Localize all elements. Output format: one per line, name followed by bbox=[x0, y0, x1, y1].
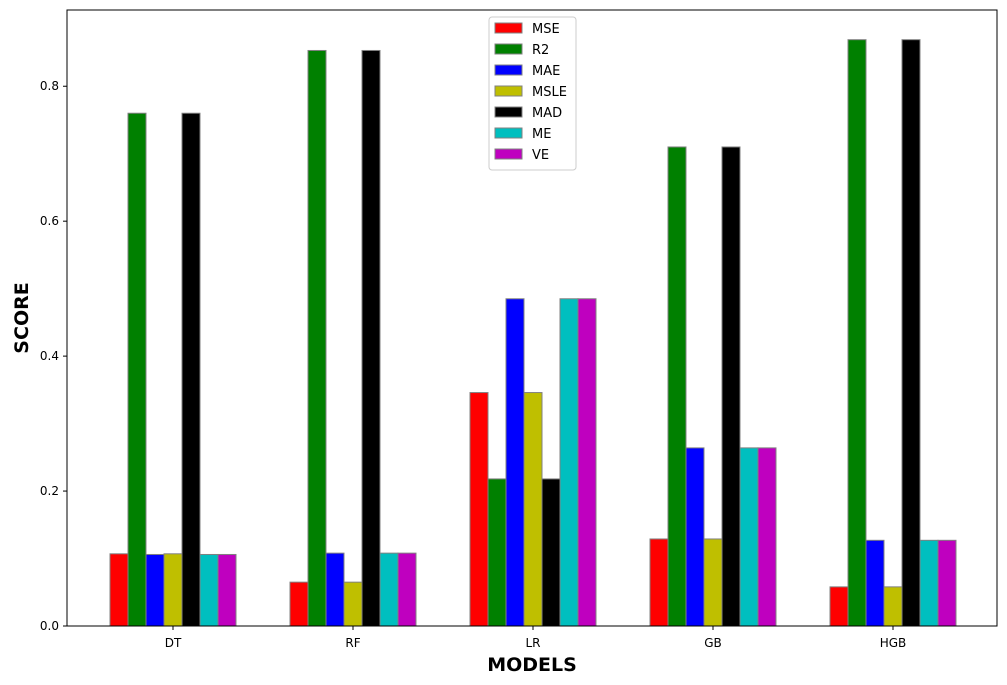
legend-label-mad: MAD bbox=[532, 106, 562, 121]
bar-mae-rf bbox=[325, 552, 345, 627]
bar-me-dt bbox=[199, 553, 219, 627]
bar-r2-rf bbox=[307, 49, 327, 627]
bar-msle-rf bbox=[343, 581, 363, 627]
x-tick-label: DT bbox=[165, 636, 182, 650]
bar-mse-lr bbox=[469, 392, 489, 627]
bars-group bbox=[109, 39, 957, 627]
bar-r2-hgb bbox=[847, 39, 867, 627]
legend-swatch-mad bbox=[494, 106, 523, 118]
legend-label-ve: VE bbox=[532, 148, 549, 163]
y-tick-label: 0.8 bbox=[40, 79, 59, 93]
plot-frame bbox=[66, 9, 998, 627]
bar-ve-hgb bbox=[937, 539, 957, 627]
legend-swatch-mse bbox=[494, 22, 523, 34]
y-tick-label: 0.6 bbox=[40, 214, 59, 228]
bar-mad-lr bbox=[541, 478, 561, 627]
bar-mse-rf bbox=[289, 581, 309, 627]
bar-me-lr bbox=[559, 298, 579, 627]
bar-ve-dt bbox=[217, 553, 237, 627]
bar-ve-gb bbox=[757, 447, 777, 627]
bar-msle-lr bbox=[523, 392, 543, 627]
legend-swatch-ve bbox=[494, 148, 523, 160]
x-tick-label: HGB bbox=[880, 636, 907, 650]
bar-r2-gb bbox=[667, 146, 687, 627]
legend-label-mse: MSE bbox=[532, 22, 560, 37]
bar-mse-gb bbox=[649, 538, 669, 627]
x-tick-label: LR bbox=[525, 636, 540, 650]
x-tick-label: RF bbox=[345, 636, 360, 650]
y-axis: 0.0 0.2 0.4 0.6 0.8 bbox=[40, 79, 67, 633]
legend-swatch-mae bbox=[494, 64, 523, 76]
y-axis-title: SCORE bbox=[11, 282, 33, 353]
y-tick-label: 0.0 bbox=[40, 619, 59, 633]
bar-msle-dt bbox=[163, 553, 183, 627]
bar-ve-lr bbox=[577, 298, 597, 627]
y-tick-label: 0.2 bbox=[40, 484, 59, 498]
bar-msle-hgb bbox=[883, 586, 903, 627]
bar-mse-dt bbox=[109, 553, 129, 627]
bar-r2-dt bbox=[127, 112, 147, 627]
bar-mae-gb bbox=[685, 447, 705, 627]
bar-mad-dt bbox=[181, 112, 201, 627]
y-tick-label: 0.4 bbox=[40, 349, 59, 363]
bar-me-rf bbox=[379, 552, 399, 627]
bar-me-gb bbox=[739, 447, 759, 627]
x-axis: DT RF LR GB HGB bbox=[165, 626, 907, 650]
bar-me-hgb bbox=[919, 539, 939, 627]
legend: MSE R2 MAE MSLE MAD ME VE bbox=[488, 16, 577, 171]
bar-mae-hgb bbox=[865, 539, 885, 627]
bar-mse-hgb bbox=[829, 586, 849, 627]
legend-label-msle: MSLE bbox=[532, 85, 567, 100]
bar-msle-gb bbox=[703, 538, 723, 627]
bar-r2-lr bbox=[487, 478, 507, 627]
bar-mae-lr bbox=[505, 298, 525, 627]
x-axis-title: MODELS bbox=[487, 654, 577, 676]
legend-swatch-me bbox=[494, 127, 523, 139]
legend-label-me: ME bbox=[532, 127, 551, 142]
bar-mae-dt bbox=[145, 553, 165, 627]
bar-mad-rf bbox=[361, 49, 381, 627]
bar-ve-rf bbox=[397, 552, 417, 627]
legend-label-r2: R2 bbox=[532, 43, 549, 58]
bar-mad-gb bbox=[721, 146, 741, 627]
legend-swatch-r2 bbox=[494, 43, 523, 55]
x-tick-label: GB bbox=[704, 636, 722, 650]
legend-label-mae: MAE bbox=[532, 64, 560, 79]
bar-mad-hgb bbox=[901, 39, 921, 627]
legend-swatch-msle bbox=[494, 85, 523, 97]
